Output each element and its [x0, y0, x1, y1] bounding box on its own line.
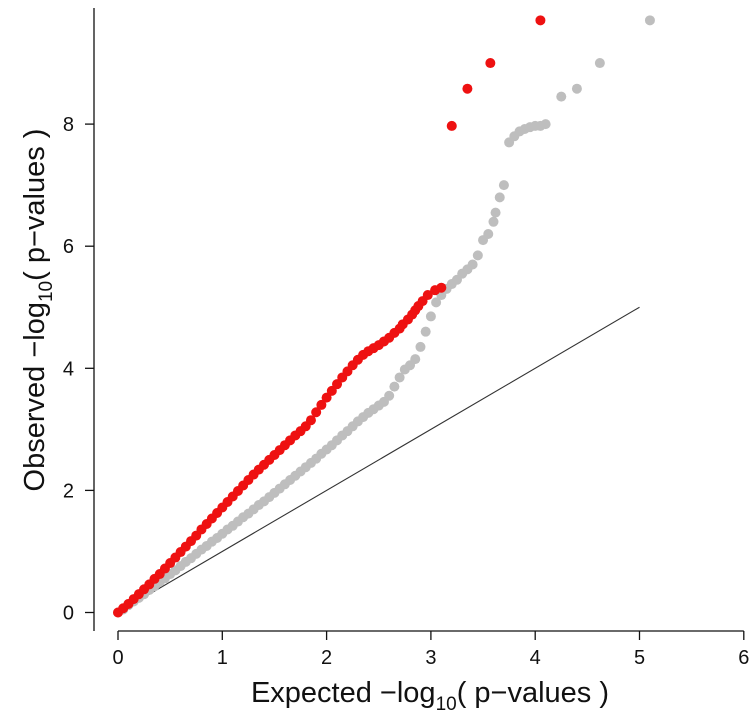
data-point [535, 15, 546, 26]
data-point [594, 58, 605, 69]
x-tick-label: 5 [634, 647, 645, 669]
series-2 [113, 15, 546, 618]
data-point [494, 192, 505, 203]
y-axis: 0 2 4 6 8 [63, 8, 95, 631]
data-point [389, 381, 400, 392]
data-point [462, 83, 473, 94]
x-tick-label: 0 [112, 647, 123, 669]
x-tick-label: 3 [425, 647, 436, 669]
y-tick-label: 8 [63, 114, 74, 136]
data-point [384, 390, 395, 401]
data-point [321, 392, 332, 403]
data-point [446, 120, 457, 131]
data-point [483, 228, 494, 239]
data-point [644, 15, 655, 26]
x-axis-title: Expected −log10( p−values ) [251, 677, 609, 715]
reference-line [117, 306, 640, 613]
data-point [422, 290, 433, 301]
data-point [571, 83, 582, 94]
y-tick-label: 6 [63, 236, 74, 258]
plot-area [113, 15, 655, 618]
data-point [498, 180, 509, 191]
x-axis: 0 1 2 3 4 5 6 [112, 630, 749, 669]
data-point [305, 415, 316, 426]
data-point [556, 91, 567, 102]
y-tick-label: 2 [63, 480, 74, 502]
data-point [436, 282, 447, 293]
data-point [485, 58, 496, 69]
data-point [326, 385, 337, 396]
data-point [410, 354, 421, 365]
data-point [490, 207, 501, 218]
series-1 [113, 15, 655, 618]
y-axis-title: Observed −log10( p−values ) [19, 129, 57, 492]
data-point [488, 216, 499, 227]
x-tick-label: 4 [530, 647, 541, 669]
data-point [467, 259, 478, 270]
data-point [316, 399, 327, 410]
y-tick-label: 0 [63, 603, 74, 625]
data-point [425, 311, 436, 322]
data-point [332, 379, 343, 390]
x-tick-label: 6 [738, 647, 749, 669]
data-point [540, 119, 551, 130]
data-point [420, 326, 431, 337]
x-tick-label: 1 [217, 647, 228, 669]
x-tick-label: 2 [321, 647, 332, 669]
data-point [415, 341, 426, 352]
x-axis-title-subscript: 10 [436, 694, 457, 715]
y-axis-title-subscript: 10 [36, 281, 57, 302]
data-point [472, 250, 483, 261]
data-point [431, 297, 442, 308]
y-tick-label: 4 [63, 358, 74, 380]
data-point [394, 372, 405, 383]
data-point [311, 407, 322, 418]
